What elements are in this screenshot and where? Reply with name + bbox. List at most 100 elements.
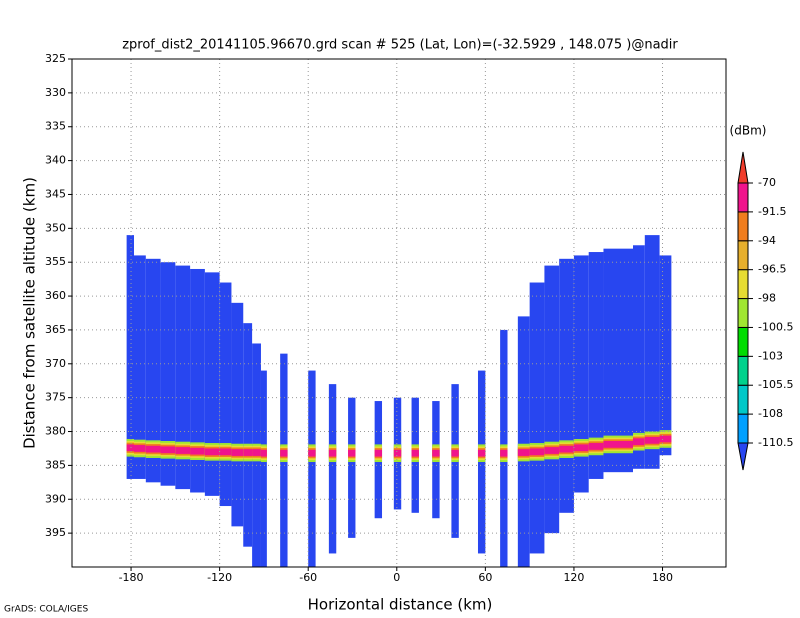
echo-column: [348, 397, 356, 538]
y-tick-label: 345: [45, 187, 66, 200]
colorbar-bin: [737, 298, 749, 328]
echo-column: [204, 272, 220, 496]
echo-column: [145, 258, 161, 483]
surface-echo: [252, 449, 261, 456]
echo-column: [260, 370, 267, 567]
x-tick-label: -60: [299, 571, 317, 584]
surface-echo: [500, 449, 508, 457]
echo-column: [632, 245, 645, 469]
y-tick-label: 340: [45, 154, 66, 167]
y-tick-label: 325: [45, 52, 66, 65]
surface-echo: [231, 449, 244, 456]
echo-column: [231, 302, 244, 527]
surface-echo: [243, 449, 253, 456]
colorbar-low: [737, 442, 749, 471]
y-tick-label: 335: [45, 120, 66, 133]
colorbar-bin: [737, 384, 749, 415]
colorbar-high: [737, 151, 749, 184]
surface-echo: [348, 449, 356, 457]
surface-echo: [160, 446, 176, 454]
echo-column: [544, 265, 560, 534]
y-tick-label: 330: [45, 86, 66, 99]
surface-echo: [529, 448, 545, 456]
surface-echo: [175, 447, 191, 454]
colorbar-bin: [737, 355, 749, 386]
surface-echo: [374, 449, 383, 457]
colorbar-bin: [737, 269, 749, 300]
colorbar-label: -96.5: [758, 263, 786, 276]
colorbar-bin: [737, 240, 749, 271]
surface-echo: [573, 444, 589, 452]
surface-echo: [659, 435, 672, 443]
surface-echo: [544, 447, 560, 454]
y-tick-label: 355: [45, 255, 66, 268]
echo-column: [517, 316, 530, 567]
y-tick-label: 390: [45, 492, 66, 505]
colorbar-label: -105.5: [758, 378, 793, 391]
x-axis-label: Horizontal distance (km): [308, 596, 493, 614]
surface-echo: [588, 443, 604, 450]
surface-echo: [308, 449, 316, 457]
echo-column: [573, 255, 589, 493]
surface-echo: [134, 445, 146, 452]
echo-column: [588, 252, 604, 479]
y-tick-label: 380: [45, 425, 66, 438]
colorbar-bin: [737, 182, 749, 213]
echo-column: [190, 268, 205, 493]
echo-column: [529, 282, 545, 554]
y-tick-label: 375: [45, 391, 66, 404]
colorbar-unit: (dBm): [730, 124, 767, 138]
surface-echo: [328, 449, 337, 457]
echo-column: [477, 370, 486, 554]
x-tick-label: -120: [207, 571, 232, 584]
echo-column: [134, 255, 146, 479]
echo-column: [644, 235, 660, 469]
y-tick-label: 360: [45, 289, 66, 302]
echo-column: [328, 384, 337, 554]
surface-echo: [145, 445, 161, 453]
surface-echo: [204, 448, 220, 456]
surface-echo: [126, 444, 135, 452]
colorbar-label: -94: [758, 234, 776, 247]
surface-echo: [219, 448, 232, 456]
x-tick-label: 180: [652, 571, 673, 584]
surface-echo: [559, 445, 574, 453]
surface-echo: [432, 449, 440, 457]
echo-column: [659, 255, 672, 456]
echo-column: [126, 235, 135, 479]
surface-echo: [260, 449, 267, 457]
y-tick-label: 365: [45, 323, 66, 336]
colorbar-bin: [737, 211, 749, 242]
surface-echo: [644, 436, 660, 444]
echo-column: [308, 370, 316, 567]
surface-echo: [190, 447, 205, 455]
surface-echo: [411, 449, 419, 457]
surface-echo: [393, 449, 402, 457]
colorbar-label: -108: [758, 407, 783, 420]
y-axis-label: Distance from satellite altitude (km): [21, 177, 39, 449]
surface-echo: [517, 449, 530, 456]
y-tick-label: 350: [45, 221, 66, 234]
y-tick-label: 395: [45, 526, 66, 539]
y-tick-label: 370: [45, 357, 66, 370]
colorbar-label: -70: [758, 176, 776, 189]
echo-column: [603, 248, 633, 473]
footer: GrADS: COLA/IGES: [4, 605, 88, 615]
surface-echo: [451, 449, 459, 457]
x-tick-label: -180: [119, 571, 144, 584]
colorbar-bin: [737, 326, 749, 357]
chart-title: zprof_dist2_20141105.96670.grd scan # 52…: [122, 38, 678, 53]
echo-column: [175, 265, 191, 490]
surface-echo: [280, 449, 288, 457]
y-tick-label: 385: [45, 458, 66, 471]
colorbar-bin: [737, 413, 749, 444]
surface-echo: [477, 449, 486, 457]
echo-column: [559, 258, 574, 513]
colorbar-label: -91.5: [758, 205, 786, 218]
colorbar-label: -110.5: [758, 436, 793, 449]
surface-echo: [632, 438, 645, 446]
surface-echo: [603, 441, 633, 448]
echo-column: [243, 323, 253, 547]
colorbar-label: -98: [758, 292, 776, 305]
